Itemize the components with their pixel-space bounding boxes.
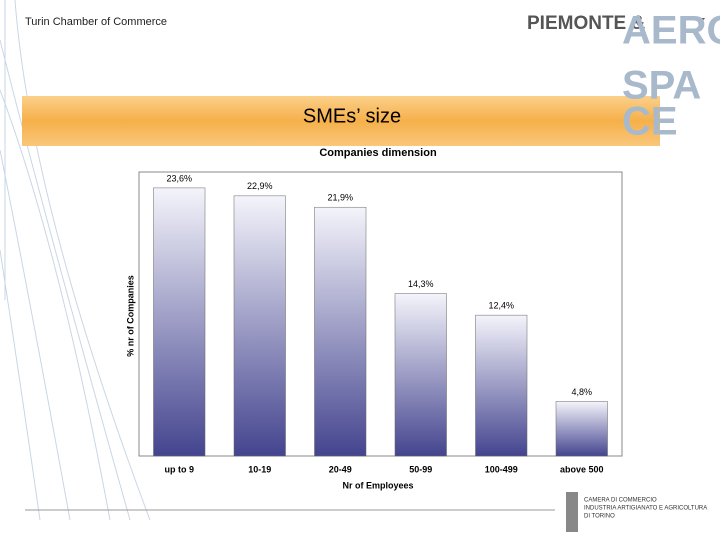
logo-text: CE	[622, 100, 678, 144]
x-tick-label: 20-49	[329, 464, 352, 474]
x-tick-label: above 500	[560, 464, 604, 474]
bar	[233, 195, 286, 457]
decor	[0, 0, 151, 521]
bar	[555, 401, 608, 457]
plot-area	[138, 171, 623, 457]
bar	[314, 206, 367, 457]
footer-logo-text: DI TORINO	[584, 514, 615, 520]
x-tick-label: 50-99	[409, 464, 432, 474]
bar	[394, 293, 447, 457]
header-text: Turin Chamber of Commerce	[25, 16, 167, 28]
slide-title: SMEs’ size	[303, 105, 401, 127]
bar	[153, 187, 206, 457]
x-tick-label: up to 9	[165, 464, 195, 474]
footer-logo-mark	[566, 492, 578, 532]
logo-text: PIEMONTE &	[527, 13, 646, 34]
logo-text: AERO	[622, 9, 720, 53]
value-label: 4,8%	[571, 387, 592, 397]
value-label: 14,3%	[408, 279, 434, 289]
chart-title: Companies dimension	[319, 147, 437, 159]
footer-logo-text: INDUSTRIA ARTIGIANATO E AGRICOLTURA	[584, 506, 707, 512]
bar	[475, 314, 528, 457]
value-label: 21,9%	[327, 193, 353, 203]
x-tick-label: 10-19	[248, 464, 271, 474]
value-label: 12,4%	[488, 301, 514, 311]
x-axis-label: Nr of Employees	[342, 480, 413, 490]
logo-text: SPA	[622, 64, 701, 108]
y-axis-label: % nr of Companies	[125, 275, 135, 357]
page-number: 7	[700, 16, 705, 26]
value-label: 23,6%	[166, 173, 192, 183]
title-banner	[22, 96, 660, 146]
value-label: 22,9%	[247, 181, 273, 191]
x-tick-label: 100-499	[485, 464, 518, 474]
footer-logo-text: CAMERA DI COMMERCIO	[584, 498, 657, 504]
